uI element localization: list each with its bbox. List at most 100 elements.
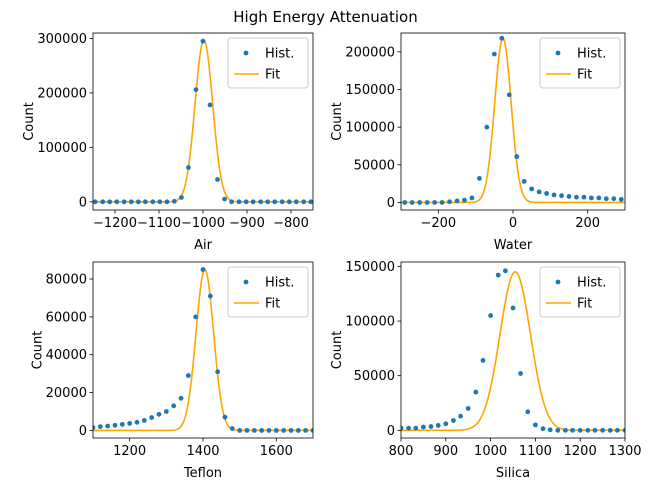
hist-point <box>529 186 535 192</box>
hist-point <box>469 195 475 201</box>
x-tick-label: 1200 <box>113 444 146 459</box>
hist-point <box>93 199 98 205</box>
hist-point <box>185 373 191 378</box>
y-tick-label: 100000 <box>345 121 395 136</box>
hist-point <box>141 418 147 423</box>
hist-point <box>566 194 572 199</box>
y-tick-label: 50000 <box>354 158 395 173</box>
hist-point <box>417 200 423 205</box>
plot-area <box>401 35 625 205</box>
hist-point <box>200 38 206 44</box>
hist-point <box>207 102 213 108</box>
x-tick-label: 1200 <box>564 444 597 459</box>
x-tick-label: −200 <box>420 216 456 231</box>
hist-point <box>443 421 449 427</box>
x-tick-label: 800 <box>389 444 414 459</box>
subplot-2: −200 0 200 0 50000 100000 150000 200000 Water Cou… <box>330 32 626 253</box>
legend-box <box>539 37 621 89</box>
hist-point <box>465 406 471 411</box>
hist-point <box>563 427 568 433</box>
x-tick-label: −1000 <box>181 216 225 231</box>
y-tick-label: 100000 <box>345 315 395 330</box>
hist-point <box>303 428 309 433</box>
hist-point <box>473 389 479 395</box>
hist-point <box>286 199 292 205</box>
hist-point <box>428 424 434 429</box>
hist-point <box>499 35 505 41</box>
hist-point <box>603 196 609 202</box>
hist-point <box>301 199 307 205</box>
legend-fit-label: Fit <box>265 297 280 312</box>
subplot-4: 800 900 1000 1100 1200 1300 0 50000 100000 150000… <box>330 260 641 481</box>
hist-point <box>172 198 177 204</box>
x-tick-label: 1000 <box>474 444 507 459</box>
x-tick-label: 900 <box>433 444 458 459</box>
hist-point <box>402 200 408 205</box>
x-tick-label: 0 <box>509 216 517 231</box>
hist-point <box>207 293 213 299</box>
hist-point <box>555 427 561 433</box>
hist-point <box>439 200 445 205</box>
hist-point <box>424 200 430 205</box>
hist-point <box>127 421 133 426</box>
hist-point <box>514 154 520 159</box>
hist-point <box>135 199 141 205</box>
subplot-1: −1200 −1100 −1000 −900 −800 0 100000 200000 3000… <box>22 32 314 253</box>
hist-point <box>308 199 313 205</box>
hist-point <box>243 199 249 205</box>
hist-point <box>540 426 546 432</box>
y-axis-label: Count <box>330 331 345 370</box>
x-tick-label: 1400 <box>186 444 219 459</box>
hist-point <box>618 197 624 202</box>
hist-point <box>544 191 549 196</box>
x-axis-label: Silica <box>496 466 530 481</box>
hist-point <box>607 427 613 433</box>
legend: Hist. Fit <box>539 266 621 318</box>
y-tick-label: 0 <box>79 195 87 210</box>
hist-point <box>142 199 148 205</box>
hist-point <box>577 427 583 433</box>
y-tick-label: 40000 <box>46 348 87 363</box>
x-axis-label: Teflon <box>183 466 222 481</box>
hist-point <box>149 415 155 420</box>
hist-point <box>114 199 120 205</box>
hist-point <box>215 177 220 182</box>
y-tick-label: 60000 <box>46 310 87 325</box>
y-tick-label: 300000 <box>37 32 87 47</box>
hist-point <box>495 272 501 278</box>
hist-point <box>581 194 587 200</box>
hist-point <box>533 422 538 428</box>
hist-point <box>281 428 287 433</box>
x-tick-label: 1600 <box>260 444 293 459</box>
y-tick-label: 80000 <box>46 273 87 288</box>
hist-point <box>97 424 103 430</box>
legend: Hist. Fit <box>227 266 309 318</box>
x-axis-label: Air <box>194 238 213 253</box>
hist-point <box>585 427 591 433</box>
hist-point <box>105 423 111 429</box>
hist-point <box>200 267 206 272</box>
y-axis-label: Count <box>22 102 37 141</box>
hist-point <box>551 192 557 198</box>
x-tick-label: 200 <box>575 216 600 231</box>
y-axis-label: Count <box>330 102 345 141</box>
hist-point <box>273 428 279 433</box>
hist-point <box>409 200 415 205</box>
hist-point <box>229 426 235 431</box>
hist-point <box>250 199 256 205</box>
hist-point <box>589 195 594 201</box>
legend-hist-marker <box>555 50 561 56</box>
hist-point <box>310 428 313 433</box>
hist-point <box>100 199 106 205</box>
legend-fit-label: Fit <box>577 68 592 83</box>
y-tick-label: 100000 <box>37 141 87 156</box>
y-axis-label: Count <box>31 331 46 370</box>
hist-point <box>484 124 490 130</box>
plot-area <box>93 38 313 205</box>
hist-point <box>293 199 299 205</box>
legend-hist-marker <box>243 279 249 285</box>
hist-point <box>614 427 620 433</box>
hist-point <box>596 195 602 201</box>
hist-point <box>266 428 272 433</box>
hist-point <box>611 196 617 202</box>
